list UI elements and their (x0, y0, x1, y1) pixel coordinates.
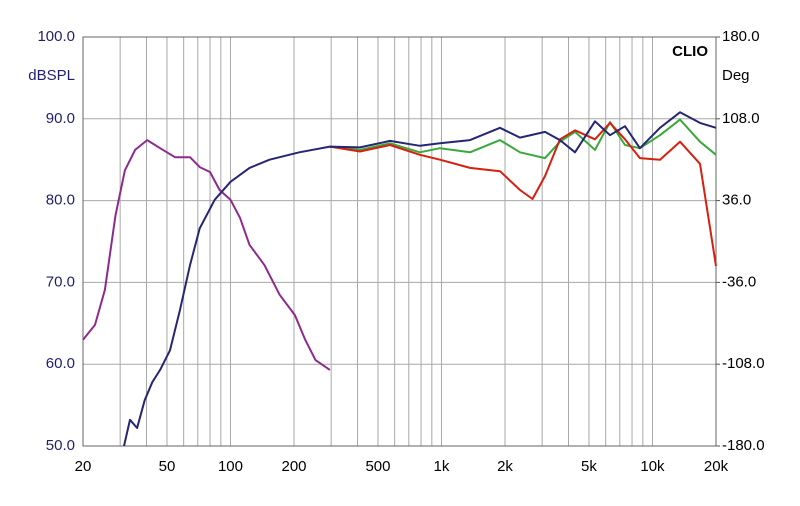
plot-border (82, 36, 717, 447)
y2-tick-label: -36.0 (722, 273, 756, 290)
x-tick-label: 100 (218, 458, 243, 475)
y2-tick-label: -180.0 (722, 437, 765, 454)
x-tick-label: 20k (704, 458, 729, 475)
y-axis-label: dBSPL (28, 67, 75, 84)
x-tick-label: 2k (497, 458, 513, 475)
y-tick-label: 80.0 (46, 192, 75, 209)
y2-tick-label: 36.0 (722, 192, 751, 209)
x-tick-label: 20 (75, 458, 92, 475)
response-curve (123, 111, 717, 447)
x-tick-label: 1k (434, 458, 450, 475)
x-tick-label: 50 (159, 458, 176, 475)
response-curve (329, 121, 717, 267)
y2-axis-label: Deg (722, 67, 750, 84)
x-tick-label: 5k (581, 458, 597, 475)
y-tick-label: 90.0 (46, 110, 75, 127)
y-tick-label: 100.0 (37, 28, 75, 45)
y-tick-label: 70.0 (46, 273, 75, 290)
y2-tick-label: -108.0 (722, 355, 765, 372)
annotation: CLIO (672, 43, 708, 60)
y2-tick-label: 108.0 (722, 110, 760, 127)
y-tick-label: 50.0 (46, 437, 75, 454)
y2-tick-label: 180.0 (722, 28, 760, 45)
y-tick-label: 60.0 (46, 355, 75, 372)
x-tick-label: 500 (365, 458, 390, 475)
x-tick-label: 200 (281, 458, 306, 475)
x-tick-label: 10k (640, 458, 665, 475)
response-curve (82, 139, 331, 371)
